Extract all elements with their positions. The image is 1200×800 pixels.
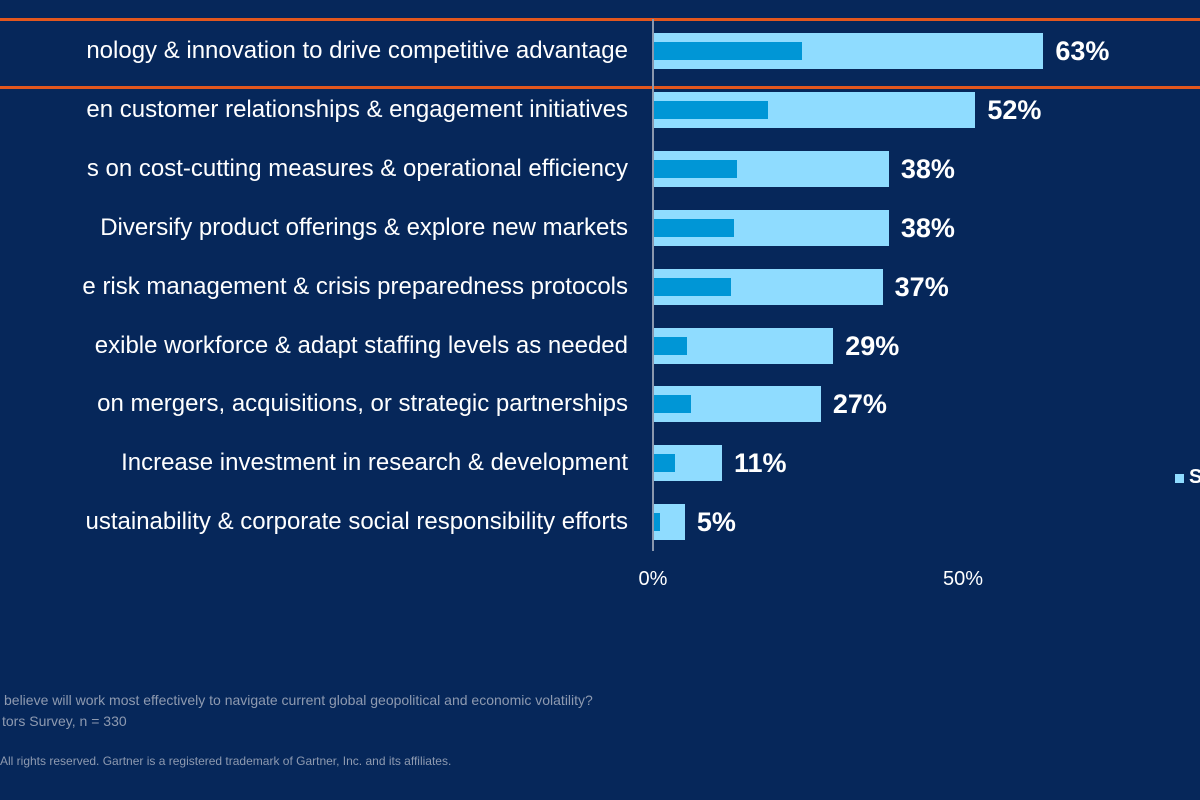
- highlight-border-bottom: [0, 86, 1200, 89]
- highlight-border-top: [0, 18, 1200, 21]
- legend-swatch: [1175, 474, 1184, 483]
- inner-bar: [654, 454, 675, 473]
- data-label: 38%: [900, 153, 955, 184]
- category-label: nology & innovation to drive competitive…: [86, 37, 628, 64]
- footer-question: believe will work most effectively to na…: [4, 692, 593, 708]
- y-axis-line: [652, 19, 654, 551]
- category-label: exible workforce & adapt staffing levels…: [94, 331, 628, 359]
- category-label: Increase investment in research & develo…: [121, 449, 628, 477]
- category-label: s on cost-cutting measures & operational…: [86, 154, 628, 182]
- footer-copyright: All rights reserved. Gartner is a regist…: [0, 754, 452, 768]
- inner-bar: [654, 218, 735, 237]
- inner-bar: [654, 395, 692, 414]
- inner-bar: [654, 277, 731, 296]
- category-label: en customer relationships & engagement i…: [86, 95, 628, 123]
- category-label: ustainability & corporate social respons…: [85, 508, 628, 536]
- category-label: on mergers, acquisitions, or strategic p…: [97, 390, 628, 418]
- data-label: 11%: [733, 448, 787, 479]
- footer-source: tors Survey, n = 330: [2, 713, 127, 729]
- data-label: 52%: [987, 94, 1042, 125]
- x-tick-label: 50%: [942, 568, 984, 590]
- inner-bar: [654, 513, 661, 532]
- data-label: 29%: [845, 330, 900, 361]
- inner-bar: [654, 336, 687, 355]
- inner-bar: [654, 100, 769, 119]
- legend-label: S: [1189, 466, 1200, 488]
- x-tick-label: 0%: [638, 568, 668, 590]
- category-label: Diversify product offerings & explore ne…: [100, 213, 628, 241]
- inner-bar: [654, 159, 738, 178]
- data-label: 27%: [832, 389, 887, 420]
- data-label: 37%: [894, 271, 949, 302]
- data-label: 5%: [696, 507, 736, 538]
- category-label: e risk management & crisis preparedness …: [82, 272, 628, 300]
- data-label: 38%: [900, 212, 955, 243]
- data-label: 63%: [1055, 36, 1110, 66]
- inner-bar: [654, 42, 803, 60]
